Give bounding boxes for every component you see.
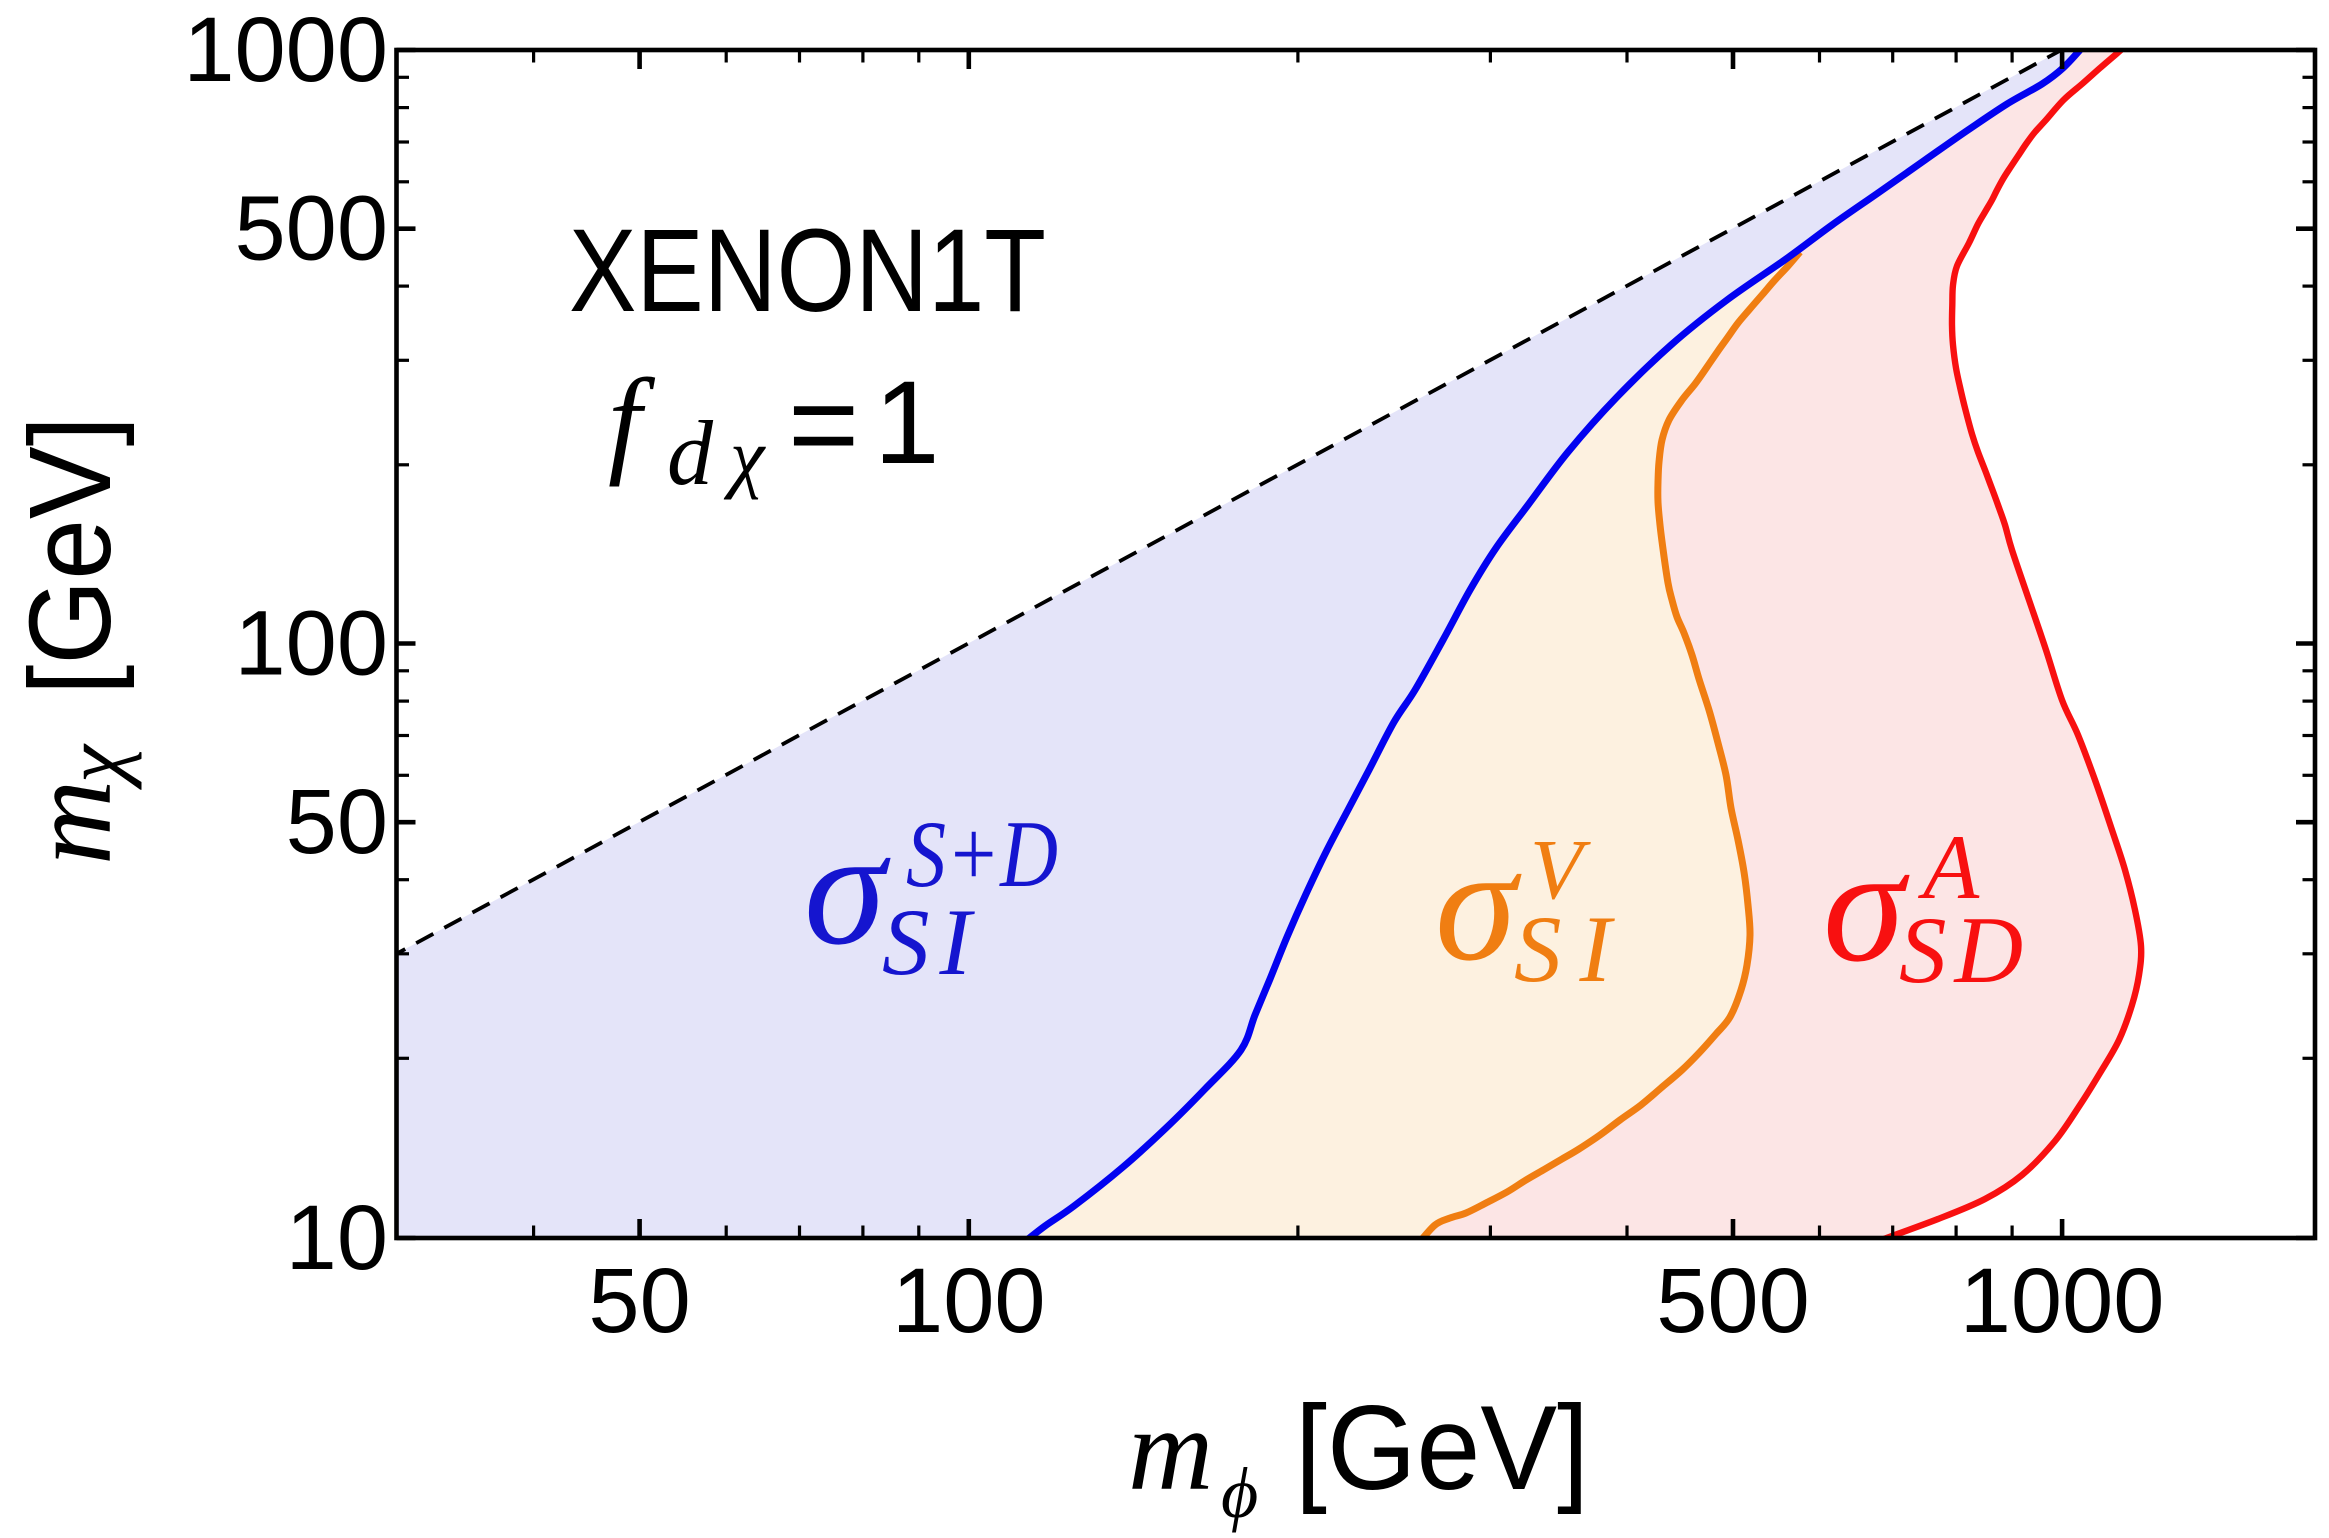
svg-text:=: = bbox=[788, 356, 859, 492]
svg-text:σ: σ bbox=[804, 796, 891, 979]
svg-text:d: d bbox=[667, 402, 714, 504]
svg-text:ϕ: ϕ bbox=[1221, 1453, 1258, 1533]
svg-text:1: 1 bbox=[874, 357, 940, 489]
svg-text:500: 500 bbox=[235, 178, 389, 280]
svg-text:50: 50 bbox=[286, 771, 388, 873]
svg-text:1000: 1000 bbox=[1960, 1250, 2165, 1352]
svg-text:σ: σ bbox=[1823, 813, 1910, 996]
svg-text:[GeV]: [GeV] bbox=[5, 416, 135, 695]
svg-text:χ: χ bbox=[46, 743, 142, 790]
svg-text:V: V bbox=[1530, 821, 1591, 917]
svg-text:SI: SI bbox=[882, 889, 981, 995]
svg-text:S+D: S+D bbox=[906, 801, 1058, 907]
svg-text:XENON1T: XENON1T bbox=[569, 205, 1046, 337]
svg-text:SD: SD bbox=[1899, 897, 2031, 1003]
svg-text:σ: σ bbox=[1435, 812, 1522, 995]
svg-text:500: 500 bbox=[1656, 1250, 1810, 1352]
svg-text:SI: SI bbox=[1514, 896, 1629, 1002]
svg-text:A: A bbox=[1917, 816, 1980, 918]
svg-text:χ: χ bbox=[723, 413, 766, 500]
svg-text:m: m bbox=[1128, 1384, 1213, 1515]
svg-text:m: m bbox=[5, 780, 136, 865]
svg-text:50: 50 bbox=[588, 1250, 690, 1352]
svg-text:10: 10 bbox=[286, 1187, 388, 1289]
svg-text:[GeV]: [GeV] bbox=[1295, 1381, 1589, 1515]
svg-text:100: 100 bbox=[235, 593, 389, 695]
svg-text:100: 100 bbox=[892, 1250, 1046, 1352]
svg-text:1000: 1000 bbox=[183, 0, 388, 101]
